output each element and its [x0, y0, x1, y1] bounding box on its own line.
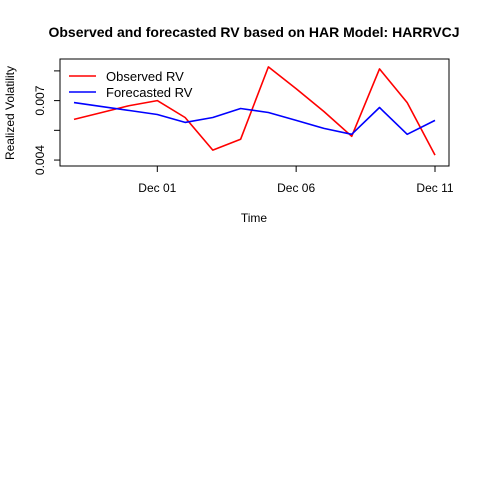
- x-tick-label: Dec 11: [416, 181, 453, 195]
- axes-layer: Dec 01 Dec 06 Dec 11 0.004 0.007: [33, 70, 454, 195]
- series-line-forecasted-rv: [73, 101, 436, 136]
- legend-label-forecasted-rv: Forecasted RV: [106, 85, 193, 100]
- legend-label-observed-rv: Observed RV: [106, 69, 184, 84]
- y-tick-label: 0.007: [33, 85, 47, 115]
- series-layer: [73, 66, 436, 156]
- x-tick-label: Dec 01: [138, 181, 176, 195]
- x-axis-label: Time: [241, 211, 268, 225]
- series-line-observed-rv: [73, 66, 436, 156]
- y-tick-label: 0.004: [33, 145, 47, 175]
- chart-title: Observed and forecasted RV based on HAR …: [48, 24, 459, 40]
- x-tick-label: Dec 06: [277, 181, 315, 195]
- y-axis-label: Realized Volatility: [3, 66, 17, 160]
